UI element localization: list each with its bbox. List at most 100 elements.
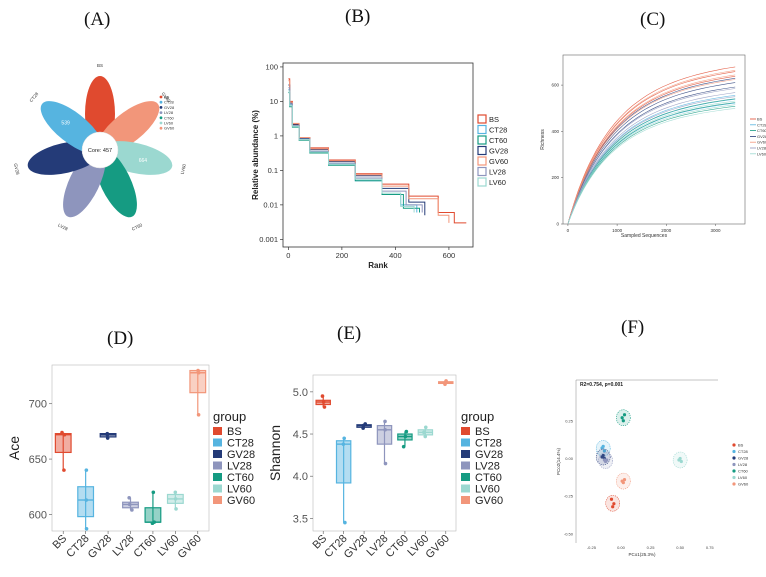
y-axis-label: Relative abundance (%) (251, 110, 260, 200)
legend-swatch (160, 96, 163, 99)
petal-label: BS (97, 63, 103, 68)
plot-frame (283, 63, 473, 247)
legend-swatch (213, 473, 222, 481)
legend-label: LV60 (738, 475, 748, 480)
box-point (321, 394, 325, 398)
box-point (422, 431, 426, 435)
petal-label: LV60 (180, 163, 187, 175)
y-tick-label: 5.0 (293, 387, 308, 399)
y-tick-label: 650 (29, 454, 47, 466)
y-tick-label: 10 (270, 97, 278, 106)
box-point (384, 462, 388, 466)
x-tick-label: 0.00 (617, 545, 626, 550)
legend-swatch (160, 101, 163, 104)
y-tick-label: 1 (274, 131, 278, 140)
legend-swatch (732, 443, 735, 446)
plot-frame (563, 55, 745, 224)
legend-label: GV60 (489, 157, 508, 166)
legend-swatch (478, 168, 486, 176)
data-point (622, 419, 625, 422)
legend-label: LV28 (489, 168, 506, 177)
petal-label: CT28 (29, 91, 40, 103)
box-point (85, 468, 89, 472)
legend-label: LV28 (227, 461, 252, 473)
stats-annotation: R2=0.754, p=0.001 (580, 382, 623, 388)
y-tick-label: 100 (265, 62, 278, 71)
x-tick-label: GV60 (176, 533, 204, 561)
x-tick-label: 600 (443, 251, 456, 260)
legend-label: BS (489, 115, 499, 124)
legend-swatch (160, 111, 163, 114)
box-point (323, 405, 327, 409)
legend-swatch (461, 439, 470, 447)
legend-swatch (160, 122, 163, 125)
legend-swatch (213, 485, 222, 493)
y-tick-label: 600 (29, 509, 47, 521)
legend-swatch (213, 439, 222, 447)
y-tick-label: 4.0 (293, 471, 308, 483)
legend-swatch (732, 450, 735, 453)
box-point (342, 442, 346, 446)
petal-label: GV28 (13, 163, 21, 176)
x-tick-label: GV28 (342, 533, 370, 561)
box-point (424, 425, 428, 429)
y-tick-label: 0.25 (565, 418, 574, 423)
legend-label: CT60 (227, 472, 254, 484)
x-axis-label: Sampled Sequences (621, 233, 668, 239)
legend-label: LV60 (227, 484, 252, 496)
box-point (127, 496, 131, 500)
legend-swatch (213, 427, 222, 435)
x-tick-label: GV60 (424, 533, 452, 561)
legend-swatch (461, 496, 470, 504)
box-point (362, 424, 366, 428)
x-tick-label: LV28 (111, 533, 137, 559)
legend-label: GV60 (164, 126, 175, 131)
box-point (197, 413, 201, 417)
box-point (152, 490, 156, 494)
legend-swatch (732, 463, 735, 466)
legend-label: LV28 (738, 462, 748, 467)
data-point (679, 457, 682, 460)
legend-label: CT60 (489, 136, 507, 145)
box-point (63, 433, 67, 437)
box-point (174, 507, 178, 511)
ace-boxplot: 600650700AceBSCT28GV28LV28CT60LV60GV60gr… (6, 365, 255, 561)
y-tick-label: 600 (551, 83, 559, 88)
x-tick-label: 200 (336, 251, 349, 260)
legend-label: LV60 (475, 484, 500, 496)
petal-value: 539 (61, 121, 70, 127)
legend-swatch (478, 147, 486, 155)
box-point (402, 445, 406, 449)
data-point (680, 460, 683, 463)
legend-swatch (732, 469, 735, 472)
box-body (336, 441, 350, 483)
x-tick-label: 0.50 (676, 545, 685, 550)
y-tick-label: 0 (556, 222, 559, 227)
panel-label-a: (A) (84, 9, 110, 30)
legend-label: CT60 (757, 128, 766, 133)
legend-swatch (213, 496, 222, 504)
data-point (622, 481, 625, 484)
legend-swatch (478, 178, 486, 186)
legend-label: GV28 (475, 449, 503, 461)
legend-swatch (732, 482, 735, 485)
legend-label: GV28 (489, 147, 508, 156)
legend-swatch (732, 476, 735, 479)
x-tick-label: 0.75 (706, 545, 715, 550)
rarefaction-chart: 0 1000 2000 30000200400600Sampled Sequences… (540, 55, 766, 239)
legend-swatch (732, 456, 735, 459)
panel-label-d: (D) (107, 328, 133, 349)
box-point (322, 400, 326, 404)
panel-label-b: (B) (345, 6, 370, 27)
shannon-boxplot: 3.54.04.55.0ShannonBSCT28GV28LV28CT60LV6… (267, 375, 503, 561)
box-point (85, 527, 89, 531)
legend-label: CT28 (489, 126, 507, 135)
box-point (197, 371, 201, 375)
legend-label: BS (475, 426, 490, 438)
petal-label: CT60 (131, 222, 144, 231)
legend-label: GV60 (738, 482, 749, 487)
legend-swatch (478, 126, 486, 134)
x-tick-label: 0 (286, 251, 290, 260)
x-tick-label: 400 (389, 251, 402, 260)
